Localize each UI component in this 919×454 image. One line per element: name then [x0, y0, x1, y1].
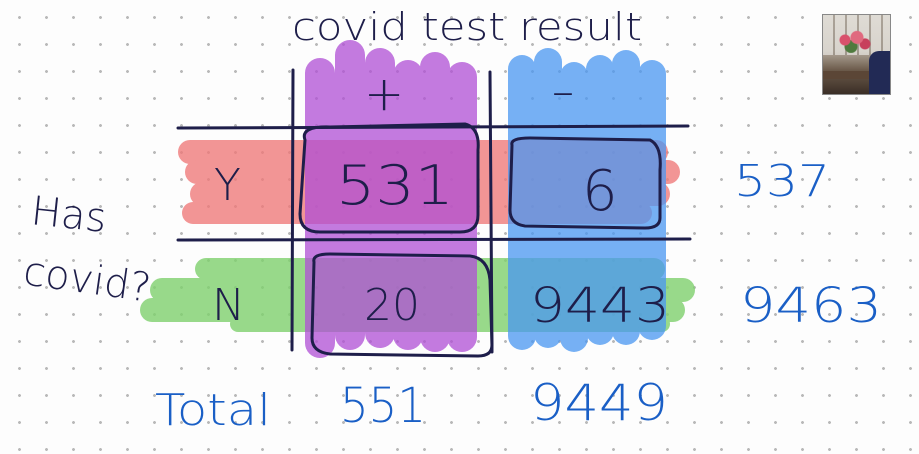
- webcam-table: [823, 71, 890, 79]
- cell-no-negative: 9443: [530, 278, 670, 334]
- highlight-layer: [140, 40, 695, 358]
- webcam-flowers: [833, 27, 873, 53]
- cell-yes-positive: 531: [336, 154, 454, 217]
- positive-column-header: +: [364, 66, 404, 122]
- negative-column-header: –: [552, 66, 574, 117]
- yes-row-label: Y: [214, 160, 241, 211]
- cell-boxes: [298, 122, 662, 358]
- cell-no-positive: 20: [364, 280, 420, 331]
- column-total-positive: 551: [340, 378, 426, 434]
- column-total-negative: 9449: [530, 374, 668, 432]
- webcam-person: [869, 51, 890, 94]
- row-axis-label-line2: covid?: [21, 248, 154, 311]
- positive-column-purple-highlight: [305, 40, 477, 358]
- webcam-video-thumbnail[interactable]: [822, 14, 891, 95]
- total-label: Total: [155, 385, 271, 436]
- row-axis-label-line1: Has: [29, 188, 109, 242]
- chart-title: covid test result: [292, 5, 642, 49]
- row-total-no: 9463: [740, 278, 882, 334]
- no-row-label: N: [212, 280, 245, 331]
- cell-yes-negative: 6: [582, 159, 618, 224]
- row-total-yes: 537: [734, 156, 830, 207]
